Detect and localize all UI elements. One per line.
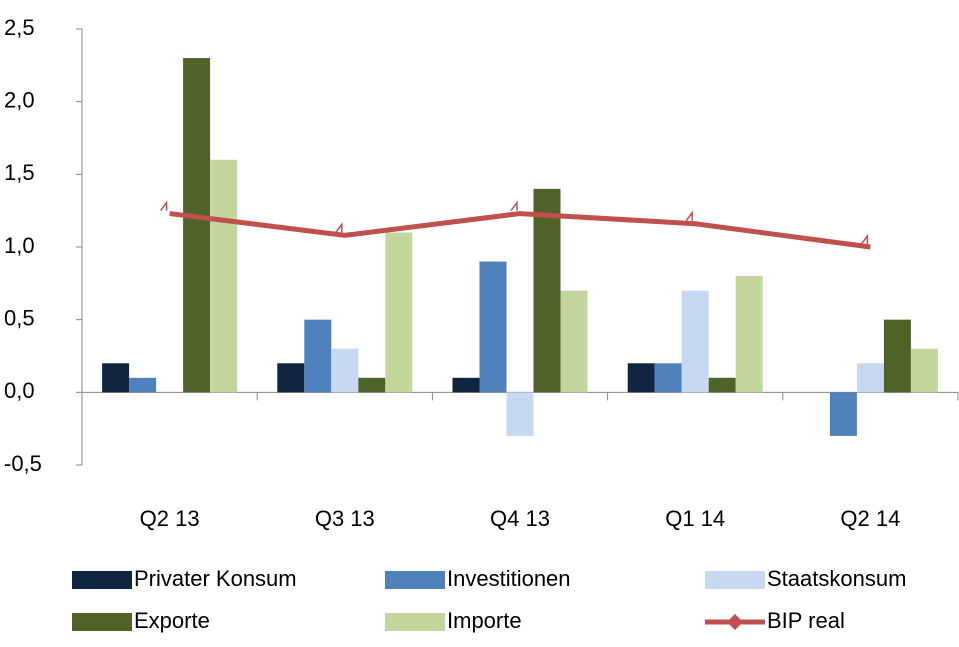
bar <box>331 348 359 393</box>
bar <box>183 58 211 393</box>
bar <box>102 363 130 393</box>
bar <box>385 232 413 393</box>
y-tick-label: 1,0 <box>4 233 35 258</box>
bar <box>210 159 238 393</box>
bar <box>883 319 911 393</box>
y-tick-label: 0,0 <box>4 378 35 403</box>
legend-swatch <box>385 571 445 589</box>
legend-swatch <box>72 613 132 631</box>
bar <box>452 377 480 393</box>
line-marker <box>860 233 869 245</box>
bar <box>708 377 736 393</box>
bar <box>277 363 305 393</box>
legend-label: Importe <box>447 608 522 633</box>
bar <box>829 392 857 436</box>
legend-swatch <box>72 571 132 589</box>
y-tick-label: 0,5 <box>4 305 35 330</box>
x-tick-label: Q4 13 <box>490 506 550 531</box>
legend-label: Staatskonsum <box>767 566 906 591</box>
y-tick-label: 1,5 <box>4 160 35 185</box>
bar <box>856 363 884 393</box>
x-tick-label: Q2 13 <box>140 506 200 531</box>
legend-swatch <box>385 613 445 631</box>
bar <box>560 290 588 393</box>
bar <box>910 348 938 393</box>
x-tick-label: Q3 13 <box>315 506 375 531</box>
legend-label: BIP real <box>767 608 845 633</box>
legend-label: Exporte <box>134 608 210 633</box>
bar <box>129 377 157 393</box>
y-tick-label: 2,5 <box>4 15 35 40</box>
x-tick-label: Q2 14 <box>840 506 900 531</box>
legend-swatch <box>705 571 765 589</box>
y-tick-label: -0,5 <box>4 451 42 476</box>
bar <box>627 363 655 393</box>
x-tick-label: Q1 14 <box>665 506 725 531</box>
bar <box>358 377 386 393</box>
bar <box>304 319 332 393</box>
line-marker <box>335 222 343 233</box>
y-tick-label: 2,0 <box>4 87 35 112</box>
legend-marker <box>727 614 743 630</box>
legend-label: Privater Konsum <box>134 566 297 591</box>
bar <box>735 276 763 393</box>
line-marker <box>160 200 168 212</box>
line <box>169 211 871 250</box>
legend-label: Investitionen <box>447 566 571 591</box>
line-marker <box>510 200 518 212</box>
bar <box>654 363 682 393</box>
bar <box>681 290 709 393</box>
line-marker <box>685 210 693 222</box>
bar <box>479 261 507 393</box>
bar <box>506 392 534 436</box>
bar <box>533 188 561 393</box>
